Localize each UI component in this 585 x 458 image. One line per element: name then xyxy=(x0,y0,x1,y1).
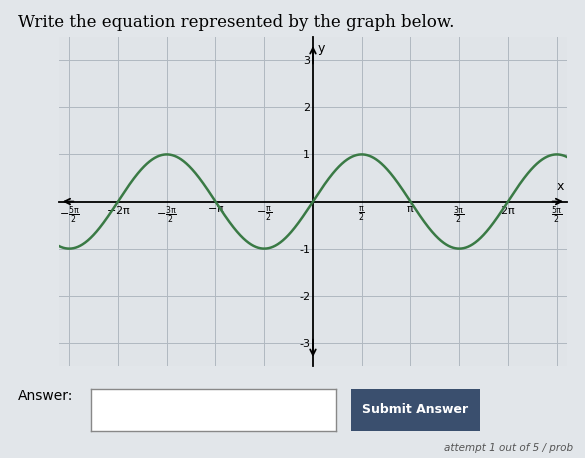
Text: Write the equation represented by the graph below.: Write the equation represented by the gr… xyxy=(18,14,454,31)
Text: attempt 1 out of 5 / prob: attempt 1 out of 5 / prob xyxy=(444,443,573,453)
Text: y: y xyxy=(318,42,325,55)
Text: x: x xyxy=(557,180,565,193)
Text: Answer:: Answer: xyxy=(18,389,73,403)
Text: Submit Answer: Submit Answer xyxy=(362,403,469,416)
